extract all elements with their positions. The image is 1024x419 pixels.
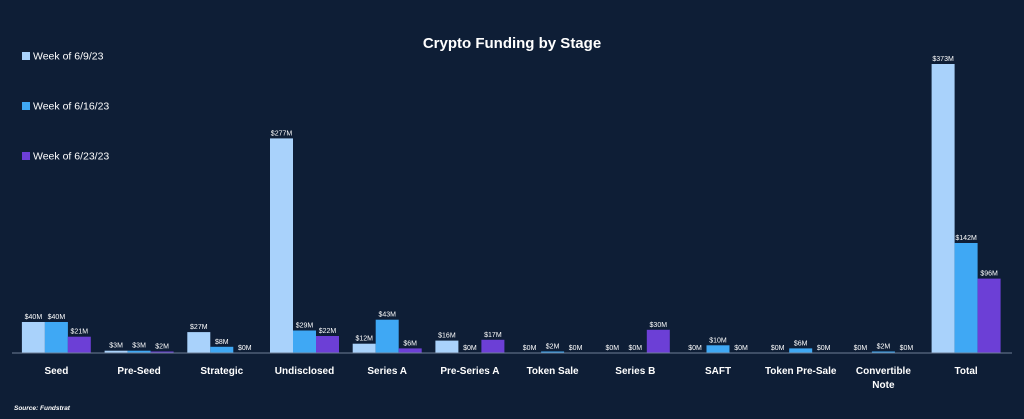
value-label: $0M [854,345,868,352]
legend-label: Week of 6/9/23 [33,51,104,63]
category-label: Token Pre-Sale [765,366,837,377]
category-label: Total [955,366,978,377]
category-label: Pre-Series A [440,366,499,377]
value-label: $0M [605,345,619,352]
value-label: $3M [109,343,123,350]
value-label: $0M [734,345,748,352]
bar-pre-series-a-series-3 [481,339,505,353]
bar-series-a-series-1 [352,343,376,353]
bar-undisclosed-series-2 [293,330,316,353]
legend-swatch [22,52,30,60]
bar-token-sale-series-2 [541,351,565,353]
value-label: $0M [628,345,642,352]
bar-pre-series-a-series-1 [435,340,459,353]
value-label: $40M [48,314,66,321]
value-label: $27M [190,324,208,331]
bar-series-a-series-3 [398,348,422,353]
value-label: $142M [955,235,977,242]
bar-undisclosed-series-3 [316,336,339,353]
value-label: $43M [378,312,396,319]
value-label: $29M [296,323,314,330]
value-label: $0M [771,345,785,352]
legend-label: Week of 6/16/23 [33,101,109,113]
category-label: Convertible Note [856,366,911,391]
value-label: $2M [546,344,560,351]
legend-swatch [22,102,30,110]
legend: Week of 6/9/23 Week of 6/16/23 Week of 6/2… [22,51,109,163]
value-label: $0M [688,345,702,352]
bar-pre-seed-series-3 [150,351,174,353]
category-label: Pre-Seed [117,366,160,377]
value-label: $22M [319,328,337,335]
legend-label: Week of 6/23/23 [33,151,109,163]
category-label: SAFT [705,366,731,377]
bar-token-pre-sale-series-2 [789,348,813,353]
category-label: Undisclosed [275,366,334,377]
value-label: $0M [817,345,831,352]
source-note: Source: Fundstrat [14,405,71,412]
legend-swatch [22,152,30,160]
value-label: $2M [155,344,169,351]
bar-pre-seed-series-2 [127,350,151,353]
bar-seed-series-1 [21,322,45,353]
value-label: $10M [709,337,727,344]
value-label: $12M [355,336,373,343]
value-label: $2M [877,344,891,351]
category-labels: Seed Pre-Seed Strategic Undisclosed Series A… [44,366,977,391]
value-label: $0M [238,345,252,352]
bar-series-a-series-2 [375,319,399,353]
value-label: $0M [523,345,537,352]
chart-title: Crypto Funding by Stage [423,35,601,52]
value-label: $21M [71,329,89,336]
value-label: $6M [794,340,808,347]
bar-series-b-series-3 [646,329,670,353]
value-label: $0M [569,345,583,352]
value-label: $96M [980,271,998,278]
value-label: $3M [132,343,146,350]
bar-strategic-series-1 [187,332,211,353]
value-labels: $40M $40M $21M $3M $3M $2M $27M $8M $0M $277M $29M… [25,56,998,352]
bar-seed-series-3 [67,336,91,353]
bars [21,64,1001,353]
value-label: $40M [25,314,43,321]
bar-total-series-3 [977,278,1001,353]
bar-pre-seed-series-1 [104,350,128,353]
bar-total-series-2 [954,243,978,353]
bar-saft-series-2 [706,345,730,353]
value-label: $373M [932,56,954,63]
category-label: Token Sale [527,366,579,377]
bar-strategic-series-2 [210,346,234,353]
category-label: Strategic [200,366,243,377]
category-label: Series B [615,366,655,377]
value-label: $277M [271,130,293,137]
category-label: Seed [44,366,68,377]
value-label: $0M [900,345,914,352]
value-label: $8M [215,339,229,346]
bar-seed-series-2 [44,322,68,353]
value-label: $0M [463,345,477,352]
bar-total-series-1 [931,64,955,353]
bar-undisclosed-series-1 [270,138,293,353]
value-label: $17M [484,332,502,339]
value-label: $16M [438,333,456,340]
bar-convertible-note-series-2 [871,351,895,353]
value-label: $6M [403,340,417,347]
value-label: $30M [650,322,668,329]
category-label: Series A [367,366,407,377]
